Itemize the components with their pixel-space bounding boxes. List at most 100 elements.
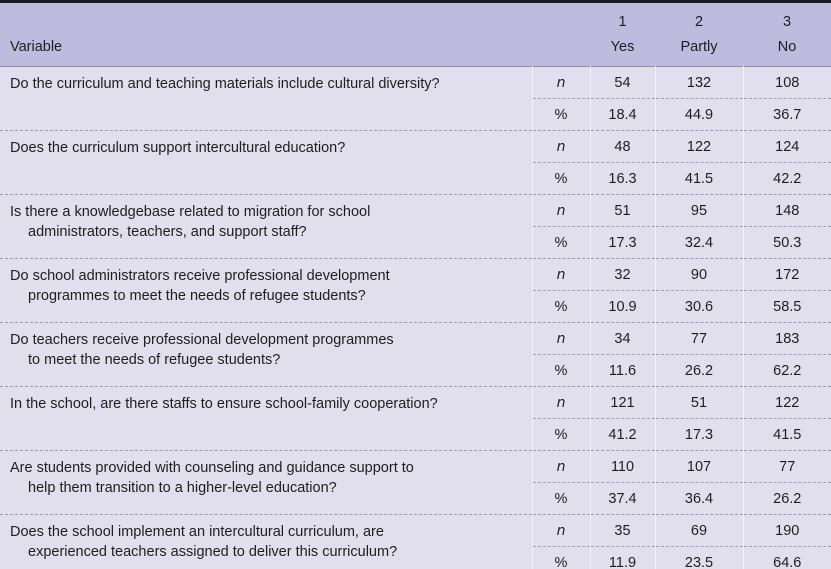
value-cell: 183 [742, 322, 831, 355]
table-row: % 37.4 36.4 26.2 [0, 482, 831, 515]
table-row: Do school administrators receive profess… [0, 258, 831, 323]
value-cell: 62.2 [742, 354, 831, 387]
column-number-1: 1 [590, 1, 655, 32]
value-cell: 41.5 [654, 162, 743, 195]
column-number-3: 3 [743, 1, 831, 32]
question-text: Do school administrators receive profess… [10, 268, 390, 284]
pct-label: % [531, 418, 590, 451]
question-cell: Do teachers receive professional develop… [0, 322, 532, 387]
value-cell: 42.2 [742, 162, 831, 195]
table-row: Does the curriculum support intercultura… [0, 130, 831, 195]
value-cell: 17.3 [654, 418, 743, 451]
table-row: % 11.9 23.5 64.6 [0, 546, 831, 569]
value-cell: 51 [654, 386, 743, 419]
n-label: n [531, 386, 590, 419]
question-text: Does the school implement an intercultur… [10, 524, 384, 540]
question-cell: Does the school implement an intercultur… [0, 514, 532, 569]
n-label: n [531, 450, 590, 483]
value-cell: 48 [589, 130, 655, 163]
question-text: programmes to meet the needs of refugee … [28, 288, 366, 304]
value-cell: 18.4 [589, 98, 655, 131]
column-label-yes: Yes [590, 32, 655, 67]
table-row: Do the curriculum and teaching materials… [0, 66, 831, 131]
n-label: n [531, 130, 590, 163]
value-cell: 124 [742, 130, 831, 163]
question-cell: In the school, are there staffs to ensur… [0, 386, 532, 451]
value-cell: 10.9 [589, 290, 655, 323]
value-cell: 95 [654, 194, 743, 227]
question-text: Are students provided with counseling an… [10, 460, 414, 476]
header-spacer [532, 1, 590, 32]
value-cell: 122 [742, 386, 831, 419]
question-cell: Are students provided with counseling an… [0, 450, 532, 515]
value-cell: 110 [589, 450, 655, 483]
question-text: In the school, are there staffs to ensur… [10, 396, 438, 412]
question-cell: Is there a knowledgebase related to migr… [0, 194, 532, 259]
value-cell: 58.5 [742, 290, 831, 323]
pct-label: % [531, 290, 590, 323]
value-cell: 16.3 [589, 162, 655, 195]
value-cell: 35 [589, 514, 655, 547]
table-header: 1 2 3 Variable Yes Partly No [0, 1, 831, 67]
table-row: % 10.9 30.6 58.5 [0, 290, 831, 323]
pct-label: % [531, 354, 590, 387]
value-cell: 26.2 [742, 482, 831, 515]
table-row: % 18.4 44.9 36.7 [0, 98, 831, 131]
question-text: to meet the needs of refugee students? [28, 352, 281, 368]
table-row: % 11.6 26.2 62.2 [0, 354, 831, 387]
pct-label: % [531, 162, 590, 195]
value-cell: 90 [654, 258, 743, 291]
variable-header: Variable [0, 32, 532, 67]
value-cell: 41.5 [742, 418, 831, 451]
header-spacer [532, 32, 590, 67]
column-label-partly: Partly [655, 32, 743, 67]
header-spacer [0, 1, 532, 32]
value-cell: 190 [742, 514, 831, 547]
n-label: n [531, 66, 590, 99]
value-cell: 77 [654, 322, 743, 355]
value-cell: 108 [742, 66, 831, 99]
column-label-no: No [743, 32, 831, 67]
value-cell: 17.3 [589, 226, 655, 259]
question-text: administrators, teachers, and support st… [28, 224, 307, 240]
value-cell: 51 [589, 194, 655, 227]
question-text: help them transition to a higher-level e… [28, 480, 337, 496]
question-text: Does the curriculum support intercultura… [10, 140, 346, 156]
value-cell: 36.7 [742, 98, 831, 131]
n-label: n [531, 514, 590, 547]
value-cell: 121 [589, 386, 655, 419]
table-row: Is there a knowledgebase related to migr… [0, 194, 831, 259]
table-row: Does the school implement an intercultur… [0, 514, 831, 569]
value-cell: 11.6 [589, 354, 655, 387]
value-cell: 32 [589, 258, 655, 291]
value-cell: 44.9 [654, 98, 743, 131]
question-text: Do the curriculum and teaching materials… [10, 76, 440, 92]
table-row: % 17.3 32.4 50.3 [0, 226, 831, 259]
value-cell: 41.2 [589, 418, 655, 451]
value-cell: 64.6 [742, 546, 831, 569]
value-cell: 148 [742, 194, 831, 227]
n-label: n [531, 194, 590, 227]
table-row: % 16.3 41.5 42.2 [0, 162, 831, 195]
value-cell: 50.3 [742, 226, 831, 259]
value-cell: 107 [654, 450, 743, 483]
value-cell: 30.6 [654, 290, 743, 323]
question-text: Do teachers receive professional develop… [10, 332, 394, 348]
pct-label: % [531, 98, 590, 131]
pct-label: % [531, 226, 590, 259]
value-cell: 77 [742, 450, 831, 483]
value-cell: 132 [654, 66, 743, 99]
n-label: n [531, 322, 590, 355]
value-cell: 11.9 [589, 546, 655, 569]
column-number-2: 2 [655, 1, 743, 32]
value-cell: 23.5 [654, 546, 743, 569]
question-cell: Does the curriculum support intercultura… [0, 130, 532, 195]
table-row: % 41.2 17.3 41.5 [0, 418, 831, 451]
pct-label: % [531, 482, 590, 515]
value-cell: 32.4 [654, 226, 743, 259]
value-cell: 69 [654, 514, 743, 547]
value-cell: 122 [654, 130, 743, 163]
value-cell: 172 [742, 258, 831, 291]
